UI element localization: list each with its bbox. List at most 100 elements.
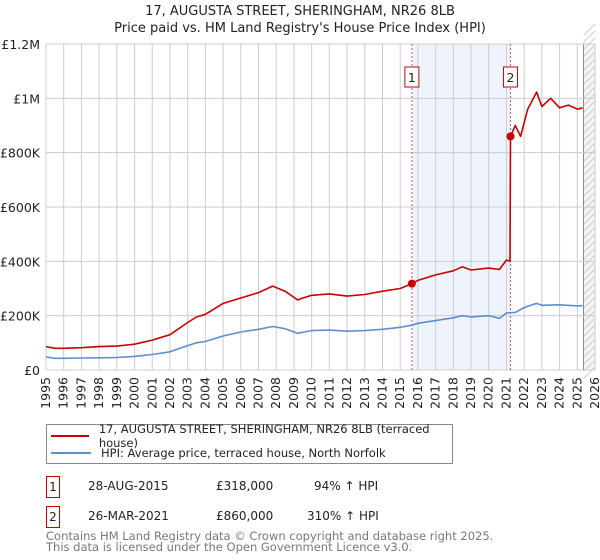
hatch-line (583, 86, 596, 99)
x-tick-label: 2012 (339, 377, 354, 409)
hatch-line (583, 282, 596, 295)
sale-marker-box (503, 66, 519, 88)
x-tick-label: 2013 (357, 377, 372, 409)
x-tick-label: 2024 (552, 377, 567, 409)
hatch-line (583, 177, 596, 190)
chart-title-line1: 17, AUGUSTA STREET, SHERINGHAM, NR26 8LB (145, 4, 455, 19)
x-tick-label: 2005 (215, 377, 230, 409)
hatch-line (583, 100, 596, 113)
legend-item-hpi: HPI: Average price, terraced house, Nort… (51, 445, 386, 461)
legend-label-property: 17, AUGUSTA STREET, SHERINGHAM, NR26 8LB… (98, 422, 430, 450)
x-tick-label: 2000 (127, 377, 142, 409)
x-tick-label: 2022 (516, 377, 531, 409)
hatch-line (583, 303, 596, 316)
x-tick-label: 2023 (534, 377, 549, 409)
sale-marker-label: 1 (408, 70, 416, 85)
hatch-line (583, 352, 596, 365)
hatch-line (583, 128, 596, 141)
hatch-line (583, 191, 596, 204)
hatch-line (583, 226, 596, 239)
hatch-line (583, 72, 596, 85)
transaction-row: 2 26-MAR-2021 £860,000 310% ↑ HPI (46, 506, 466, 528)
hatch-line (583, 275, 596, 288)
hatch-line (583, 205, 596, 218)
legend: 17, AUGUSTA STREET, SHERINGHAM, NR26 8LB… (46, 422, 453, 464)
x-tick-label: 2020 (481, 377, 496, 409)
hatch-line (583, 219, 596, 232)
x-tick-label: 2011 (321, 377, 336, 409)
hatch-line (583, 247, 596, 260)
x-tick-label: 2017 (428, 377, 443, 409)
x-tick-label: 2015 (392, 377, 407, 409)
transaction-price: £860,000 (216, 509, 274, 523)
transaction-marker: 1 (46, 476, 60, 498)
sale-point (506, 132, 515, 141)
x-tick-label: 1997 (73, 377, 88, 409)
hatch-line (583, 58, 596, 71)
hatch-line (583, 254, 596, 267)
x-tick-label: 2002 (162, 377, 177, 409)
x-tick-label: 2006 (233, 377, 248, 409)
x-tick-label: 2014 (374, 377, 389, 409)
y-tick-label: £1M (13, 91, 40, 106)
hatch-line (583, 184, 596, 197)
x-tick-label: 2009 (286, 377, 301, 409)
hatch-line (583, 331, 596, 344)
hatch-line (583, 93, 596, 106)
transaction-row: 1 28-AUG-2015 £318,000 94% ↑ HPI (46, 476, 466, 498)
y-tick-label: £0 (24, 363, 40, 378)
hatch-line (583, 240, 596, 253)
x-tick-label: 2004 (197, 377, 212, 409)
hatch-line (583, 156, 596, 169)
transaction-hpi: 310% ↑ HPI (307, 509, 379, 523)
legend-red-line (51, 435, 89, 437)
hatch-line (583, 79, 596, 92)
hatch-line (583, 289, 596, 302)
y-tick-label: £200K (0, 309, 41, 324)
y-tick-label: £1.2M (1, 37, 40, 52)
x-tick-label: 1996 (56, 377, 71, 409)
x-tick-label: 2010 (304, 377, 319, 409)
hatch-line (583, 268, 596, 281)
hatch-line (583, 51, 596, 64)
sale-marker-label: 2 (507, 70, 515, 85)
hatch-line (583, 198, 596, 211)
hatch-line (583, 44, 596, 57)
hpi-series-line (45, 302, 583, 360)
legend-label-hpi: HPI: Average price, terraced house, Nort… (101, 446, 386, 460)
x-tick-label: 2025 (569, 377, 584, 409)
hatch-line (583, 65, 596, 78)
hatch-line (583, 23, 596, 36)
sale-marker-box (404, 66, 420, 88)
x-tick-label: 2007 (251, 377, 266, 409)
legend-item-property: 17, AUGUSTA STREET, SHERINGHAM, NR26 8LB… (51, 422, 452, 450)
x-tick-label: 2016 (410, 377, 425, 409)
x-tick-label: 2003 (180, 377, 195, 409)
y-tick-label: £600K (0, 200, 41, 215)
hatch-line (583, 149, 596, 162)
x-tick-label: 2008 (268, 377, 283, 409)
transaction-price: £318,000 (216, 479, 274, 493)
x-tick-label: 2019 (463, 377, 478, 409)
hatch-line (583, 366, 596, 379)
x-tick-label: 2001 (144, 377, 159, 409)
hatch-line (583, 296, 596, 309)
hatch-line (583, 324, 596, 337)
hatch-line (583, 170, 596, 183)
hatch-line (583, 317, 596, 330)
hatch-line (583, 345, 596, 358)
footer: Contains HM Land Registry data © Crown c… (46, 529, 494, 553)
footer-line1: Contains HM Land Registry data © Crown c… (46, 529, 494, 543)
property-series-line (45, 91, 583, 350)
hatch-line (583, 163, 596, 176)
transaction-hpi: 94% ↑ HPI (314, 479, 379, 493)
legend-blue-line (51, 452, 91, 454)
price-chart: 17, AUGUSTA STREET, SHERINGHAM, NR26 8LB… (0, 4, 600, 409)
x-tick-label: 2026 (587, 377, 600, 409)
transaction-date: 26-MAR-2021 (88, 509, 169, 523)
x-tick-label: 2021 (498, 377, 513, 409)
hatch-line (583, 338, 596, 351)
hatch-line (583, 135, 596, 148)
y-tick-label: £400K (0, 254, 41, 269)
hatch-line (583, 30, 596, 43)
